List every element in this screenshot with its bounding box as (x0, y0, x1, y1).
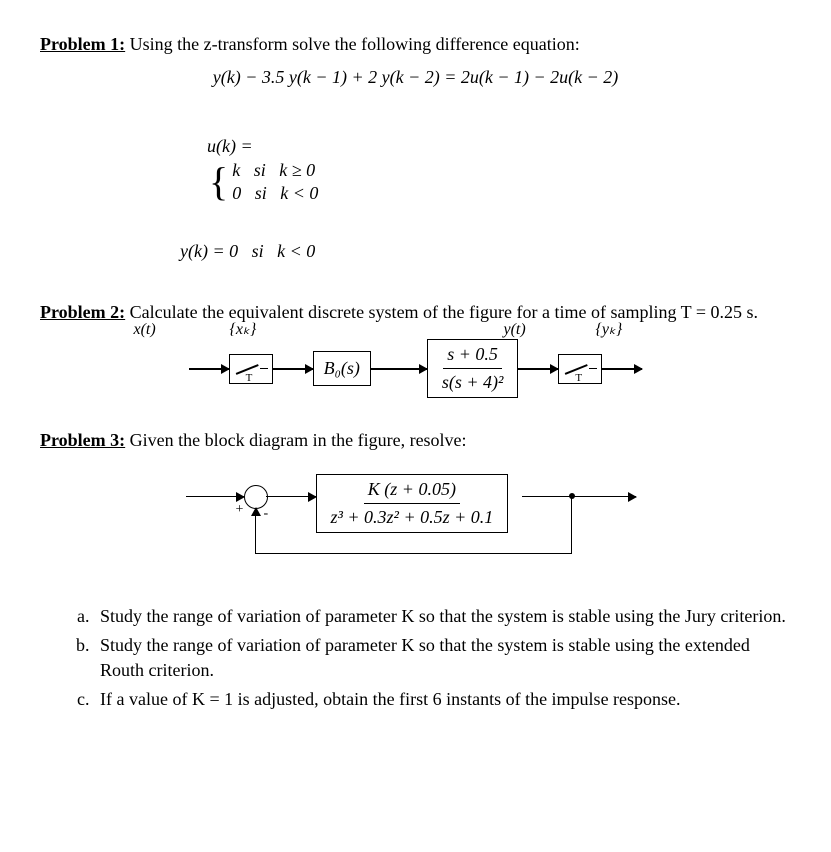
box-tf: s + 0.5 s(s + 4)² (427, 339, 519, 398)
problem-1-title: Problem 1: (40, 34, 125, 54)
p3-arrow-in (186, 496, 244, 498)
problem-2-intro: Calculate the equivalent discrete system… (130, 302, 758, 322)
uk-row2: 0 si k < 0 (232, 182, 318, 205)
label-xt: x(t) (134, 319, 156, 341)
p3-fb-v1 (571, 496, 573, 554)
problem-3-intro: Given the block diagram in the figure, r… (130, 430, 467, 450)
problem-3-title: Problem 3: (40, 430, 125, 450)
problem-3-parts: Study the range of variation of paramete… (40, 604, 791, 713)
p3-fb-v2 (255, 508, 257, 554)
label-yt: y(t) (504, 319, 526, 341)
p3-arrow-out (572, 496, 636, 498)
part-c: If a value of K = 1 is adjusted, obtain … (94, 687, 791, 712)
p3-tf-den: z³ + 0.3z² + 0.5z + 0.1 (327, 504, 498, 530)
problem-3-diagram: + - K (z + 0.05) z³ + 0.3z² + 0.5z + 0.1 (186, 468, 646, 578)
box-bo: B₀(s) (313, 351, 371, 386)
bo-label: B₀(s) (324, 358, 360, 378)
sampler-1: T (229, 354, 273, 384)
problem-2: Problem 2: Calculate the equivalent disc… (40, 300, 791, 399)
p3-fb-h (255, 553, 572, 555)
problem-2-diagram: x(t) T {xₖ} B₀(s) s + 0.5 s(s + 4)² y(t)… (136, 339, 696, 398)
problem-3: Problem 3: Given the block diagram in th… (40, 428, 791, 712)
arrow-2 (273, 368, 313, 370)
sampler-2: T (558, 354, 602, 384)
p3-arrow-to-block (266, 496, 316, 498)
problem-1-conditions: u(k) = { k si k ≥ 0 0 si k < 0 y(k) = 0 … (180, 108, 791, 264)
tf-den: s(s + 4)² (438, 369, 508, 395)
arrow-1 (189, 368, 229, 370)
p3-line-out1 (522, 496, 572, 498)
part-a: Study the range of variation of paramete… (94, 604, 791, 629)
sum-minus: - (264, 504, 269, 524)
arrow-5 (602, 368, 642, 370)
problem-1: Problem 1: Using the z-transform solve t… (40, 32, 791, 264)
yk-cond: y(k) = 0 si k < 0 (180, 239, 791, 264)
problem-1-intro: Using the z-transform solve the followin… (130, 34, 580, 54)
sampler-1-T: T (246, 371, 253, 386)
tf-num: s + 0.5 (443, 342, 502, 369)
p3-tf-num: K (z + 0.05) (364, 477, 460, 504)
uk-brace: { k si k ≥ 0 0 si k < 0 (207, 159, 318, 206)
sampler-2-T: T (575, 371, 582, 386)
problem-1-equation: y(k) − 3.5 y(k − 1) + 2 y(k − 2) = 2u(k … (40, 65, 791, 90)
arrow-3 (371, 368, 427, 370)
label-yk: {yₖ} (596, 319, 623, 341)
label-xk: {xₖ} (230, 319, 257, 341)
p3-tf-box: K (z + 0.05) z³ + 0.3z² + 0.5z + 0.1 (316, 474, 509, 533)
problem-2-title: Problem 2: (40, 302, 125, 322)
uk-row1: k si k ≥ 0 (232, 159, 318, 182)
arrow-4 (518, 368, 558, 370)
sum-plus: + (236, 500, 244, 520)
uk-lhs: u(k) = (207, 136, 257, 156)
part-b: Study the range of variation of paramete… (94, 633, 791, 683)
